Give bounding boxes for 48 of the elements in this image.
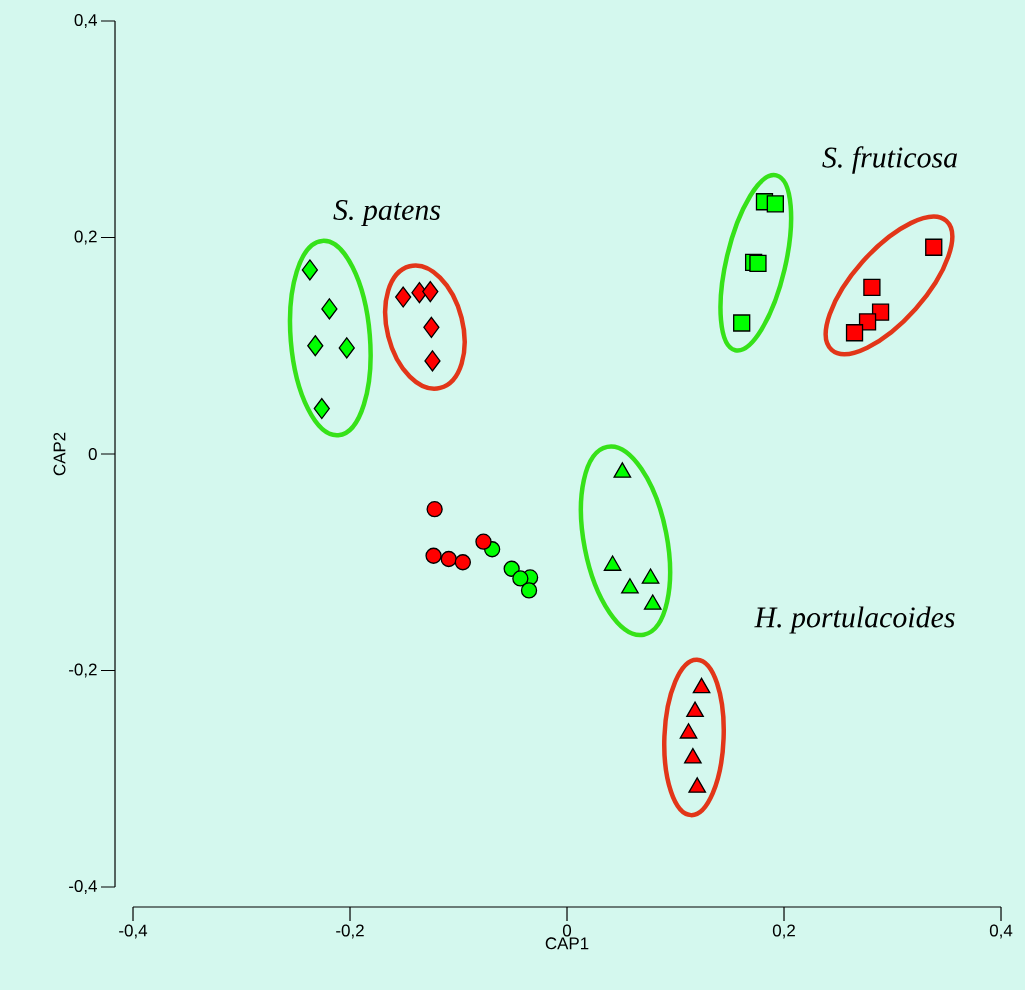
point [749, 254, 767, 273]
point [643, 594, 662, 610]
point [692, 677, 711, 694]
point [766, 195, 784, 213]
x-tick-label: -0,4 [119, 924, 148, 939]
annotation: S. patens [333, 199, 441, 227]
point [845, 324, 864, 342]
point [512, 570, 529, 587]
point [679, 723, 698, 739]
point [454, 554, 471, 571]
annotation: S. fruticosa [822, 146, 957, 174]
point [426, 501, 443, 518]
point [307, 335, 324, 357]
point [603, 555, 622, 571]
point [475, 533, 492, 550]
x-tick-label: 0 [562, 924, 572, 937]
point [425, 547, 442, 564]
y-tick-label: -0,2 [69, 663, 97, 678]
annotation: H. portulacoides [754, 606, 955, 634]
y-axis-title: CAP2 [53, 432, 66, 476]
point [424, 350, 441, 372]
point [520, 582, 538, 599]
point [621, 578, 639, 594]
point [613, 462, 632, 478]
point [858, 313, 877, 331]
y-tick-label: 0,4 [74, 13, 97, 28]
point [321, 298, 338, 320]
point [683, 748, 702, 764]
x-tick-label: 0,2 [772, 924, 795, 939]
point [733, 314, 751, 332]
point [688, 777, 707, 793]
y-tick-label: -0,4 [69, 879, 97, 894]
y-tick-label: 0,2 [74, 230, 97, 245]
point [422, 280, 439, 303]
x-tick-label: 0,4 [989, 924, 1013, 939]
point [338, 337, 355, 359]
point [423, 316, 440, 338]
point [641, 568, 660, 584]
x-axis-title: CAP1 [545, 937, 589, 950]
point [863, 278, 881, 296]
point [395, 286, 412, 308]
point [313, 397, 330, 420]
point [301, 259, 319, 281]
point [440, 550, 457, 568]
point [925, 238, 943, 256]
point [686, 701, 704, 718]
x-tick-label: -0,2 [336, 924, 364, 939]
y-tick-label: 0 [88, 447, 97, 460]
